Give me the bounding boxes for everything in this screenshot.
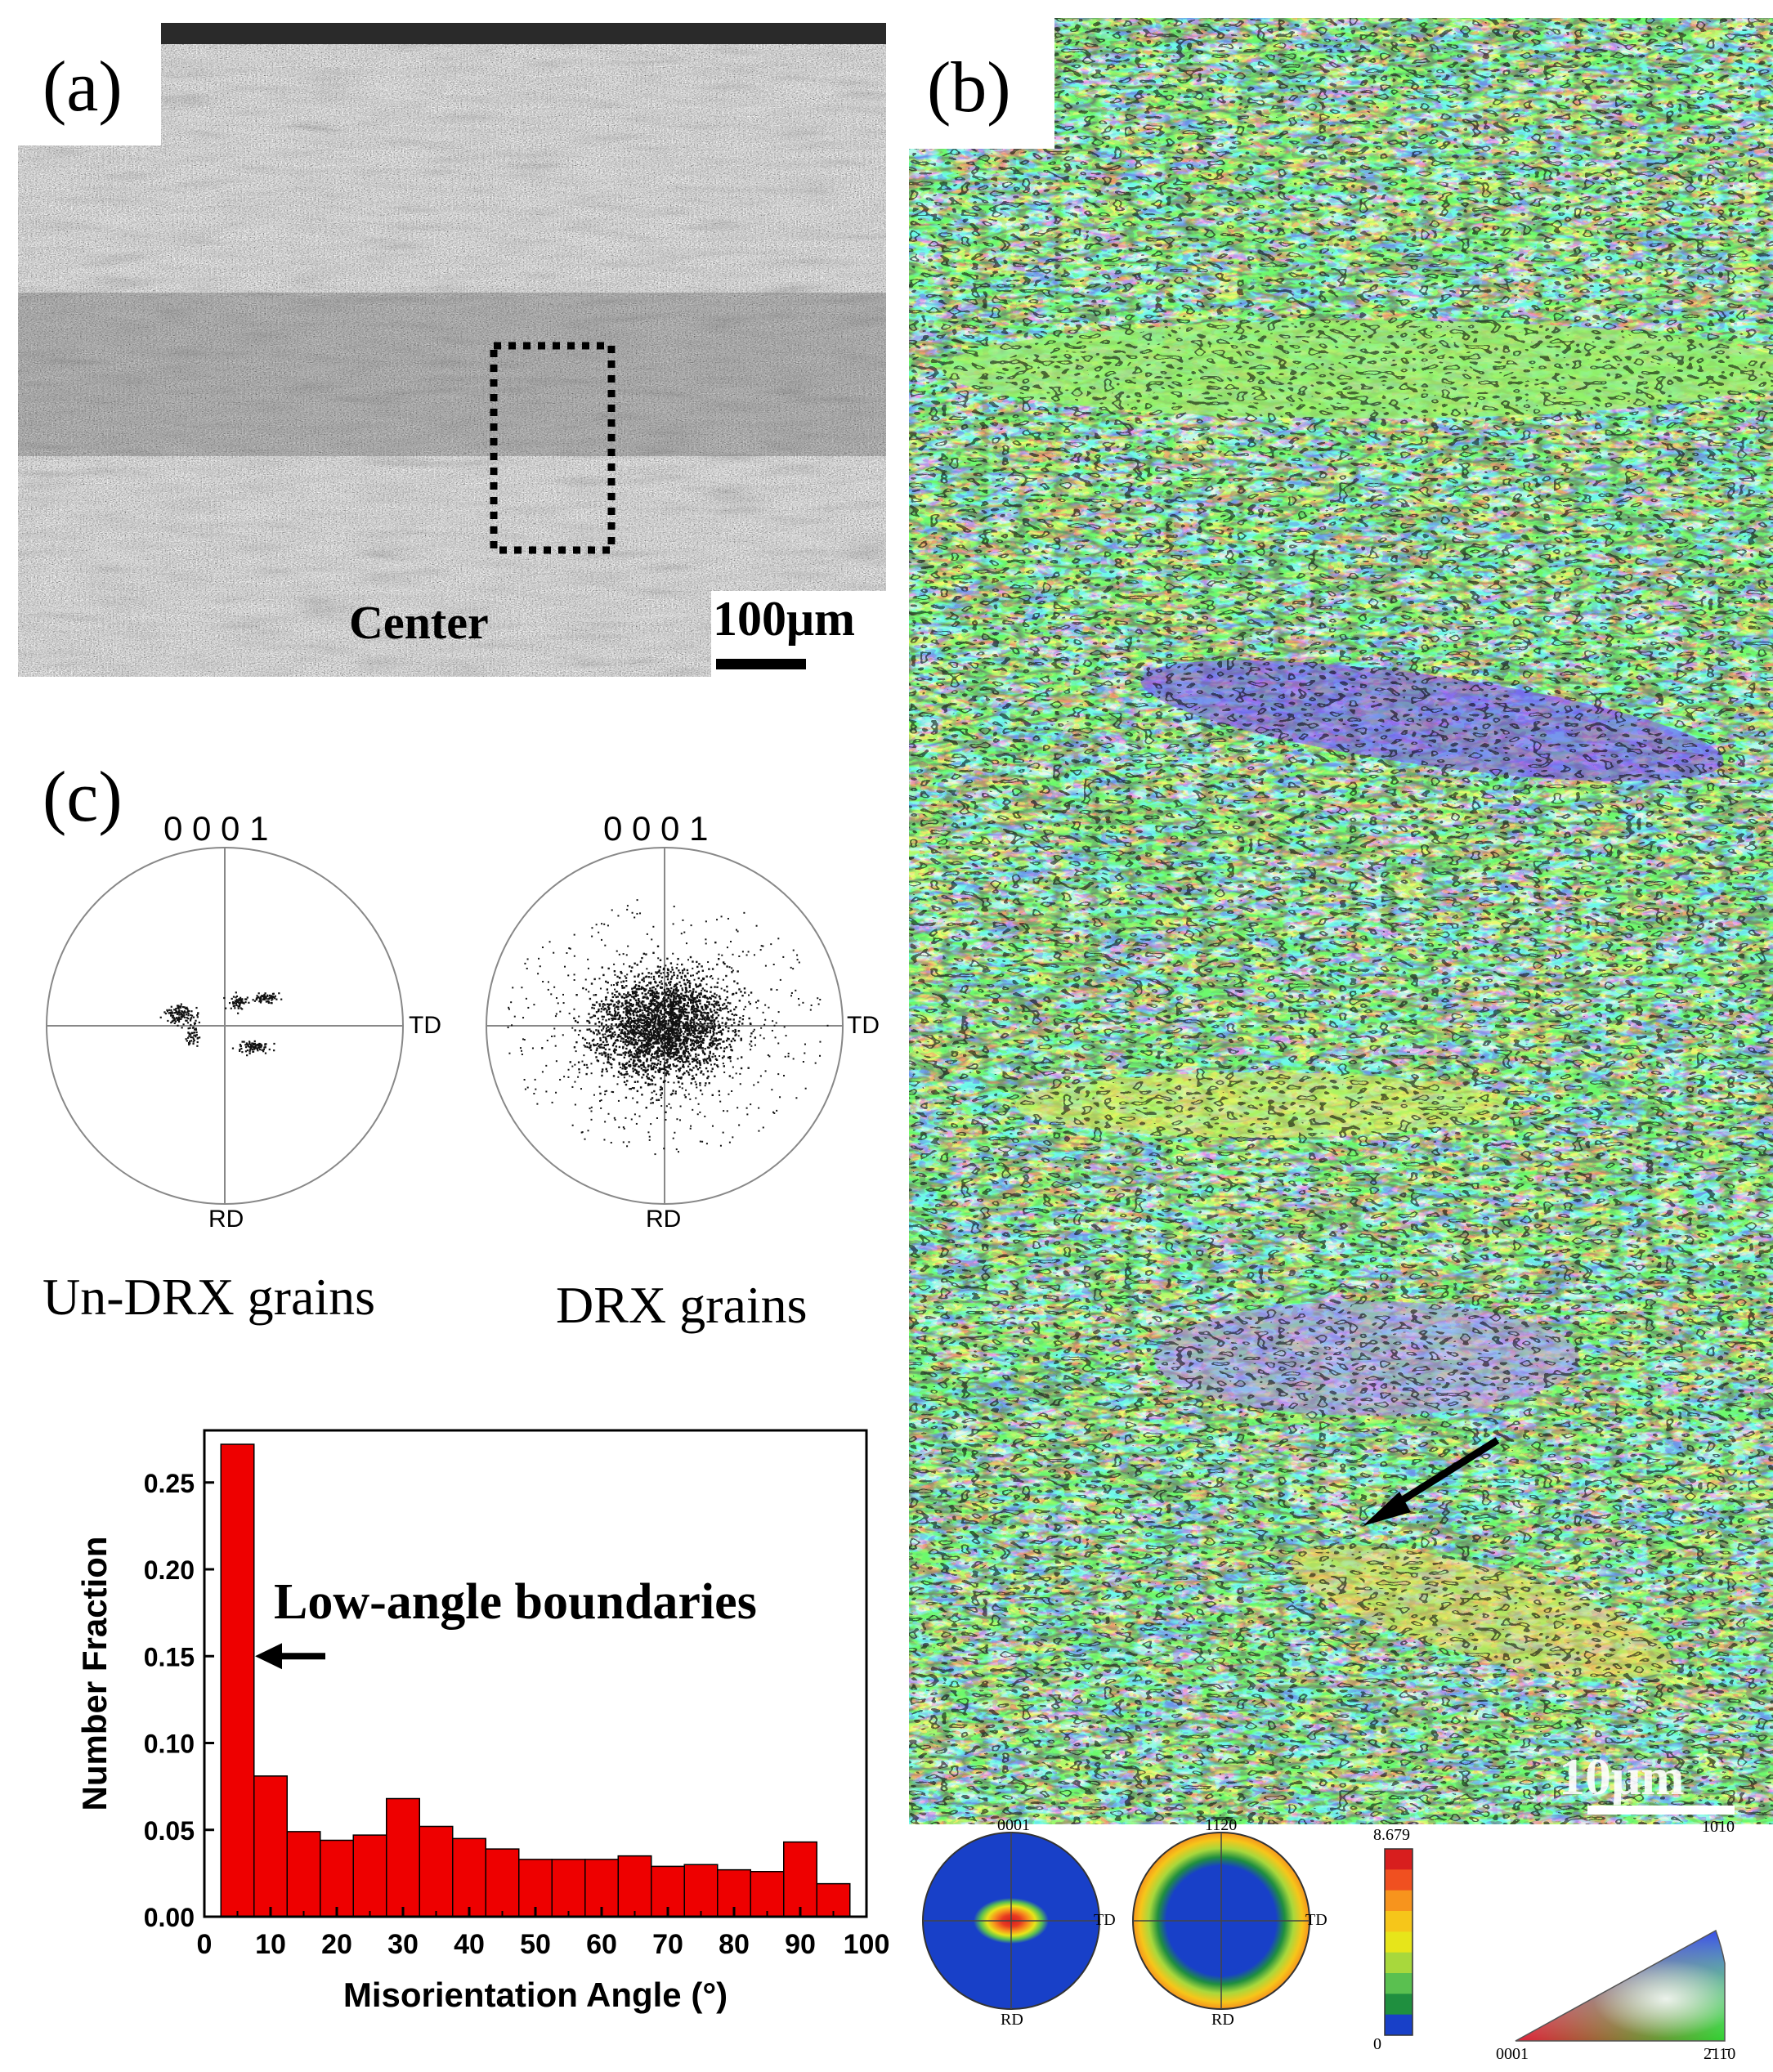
x-tick-label: 20 — [321, 1929, 352, 1960]
histogram-svg: 0 10 20 30 40 50 60 70 80 90 100 0.00 0.05 0.10 0.15 0.… — [75, 1429, 890, 2014]
panel-a: (a) Center 100μm — [18, 23, 886, 677]
region-box — [490, 342, 616, 554]
y-tick-label: 0.00 — [144, 1903, 195, 1932]
histogram-bar — [551, 1859, 586, 1918]
histogram-bar — [485, 1848, 520, 1918]
panel-b: (b) 10μm — [909, 18, 1773, 1824]
pole-figure-undrx — [46, 847, 404, 1205]
scale-bar-label-b: 10μm — [1559, 1748, 1685, 1806]
pf2-right: TD — [847, 1012, 880, 1039]
histogram-bar — [286, 1831, 321, 1918]
panel-c: (c) 0 0 0 1 TD RD Un-DRX grains 0 0 0 1 … — [0, 752, 899, 1340]
y-tick-label: 0.20 — [144, 1555, 195, 1585]
y-axis-label: Number Fraction — [75, 1536, 114, 1810]
pf2-caption: DRX grains — [556, 1276, 808, 1334]
colorbar-min: 0 — [1373, 2035, 1381, 2053]
texture-legend: 0001 TD RD 11̅2̅0 TD RD 8.679 0 10̄10 00… — [909, 1816, 1773, 2068]
colorbar-segment — [1385, 1952, 1413, 1974]
x-tick-label: 0 — [197, 1929, 213, 1960]
pf-basal-top: 0001 — [997, 1816, 1030, 1834]
arrow-head — [1363, 1492, 1411, 1526]
colorbar-segment — [1385, 1973, 1413, 1994]
pole-figure-basal — [922, 1832, 1100, 2010]
texture-pole-figures — [922, 1832, 1726, 2042]
histogram-bar — [617, 1855, 652, 1918]
histogram-bar — [750, 1871, 785, 1918]
pf-prism-right: TD — [1305, 1911, 1328, 1929]
y-tick-label: 0.10 — [144, 1730, 195, 1759]
x-tick-label: 100 — [844, 1929, 890, 1960]
x-tick-label: 40 — [454, 1929, 485, 1960]
pf-prism-bottom: RD — [1211, 2011, 1234, 2029]
ipf-corner-right: 2̄11̄0 — [1704, 2045, 1736, 2063]
y-tick-label: 0.15 — [144, 1642, 195, 1671]
histogram-bar — [352, 1834, 387, 1918]
colorbar-segment — [1385, 1994, 1413, 2016]
colorbar-segment — [1385, 1890, 1413, 1912]
histogram-bar — [783, 1841, 817, 1918]
ipf-color-key — [1515, 1929, 1726, 2042]
pf1-top: 0 0 0 1 — [163, 809, 269, 848]
annotation-arrow-head — [255, 1643, 282, 1670]
x-tick-label: 50 — [520, 1929, 551, 1960]
intensity-colorbar — [1384, 1848, 1413, 2036]
histogram-bar — [683, 1864, 719, 1918]
pf2-top: 0 0 0 1 — [603, 809, 709, 848]
histogram-bar — [320, 1839, 354, 1918]
x-tick-label: 90 — [785, 1929, 816, 1960]
colorbar-segment — [1385, 1869, 1413, 1891]
ipf-corner-top: 10̄10 — [1702, 1818, 1735, 1836]
pf-basal-right: TD — [1094, 1911, 1116, 1929]
colorbar-segment — [1385, 2014, 1413, 2036]
x-tick-label: 70 — [652, 1929, 683, 1960]
y-tick-label: 0.05 — [144, 1816, 195, 1846]
histogram-bar — [386, 1797, 420, 1918]
pf2-bottom: RD — [646, 1206, 682, 1233]
histogram-bar — [253, 1775, 288, 1918]
pf-prism-top: 11̅2̅0 — [1205, 1816, 1238, 1834]
pf-basal-bottom: RD — [1001, 2011, 1023, 2029]
pf1-right: TD — [409, 1012, 441, 1039]
histogram-bar — [452, 1837, 486, 1918]
scale-bar-b — [1587, 1806, 1735, 1815]
x-tick-label: 80 — [719, 1929, 750, 1960]
panel-label-a: (a) — [43, 47, 123, 127]
pole-figures-c — [46, 847, 844, 1205]
arrow-line — [1385, 1437, 1500, 1513]
pole-figure-drx — [486, 847, 844, 1205]
pf1-bottom: RD — [208, 1206, 244, 1233]
scale-bar-label-a: 100μm — [713, 592, 855, 646]
panel-label-b: (b) — [927, 48, 1011, 128]
ebsd-orientation-map — [909, 18, 1773, 1824]
colorbar-segment — [1385, 1849, 1413, 1870]
optical-micrograph — [18, 23, 886, 677]
annotation-low-angle: Low-angle boundaries — [274, 1574, 757, 1630]
colorbar-segment — [1385, 1911, 1413, 1932]
colorbar-segment — [1385, 1931, 1413, 1953]
scale-bar-a — [716, 659, 806, 669]
ipf-corner-left: 0001 — [1496, 2045, 1529, 2063]
center-label: Center — [349, 596, 489, 649]
y-tick-label: 0.25 — [144, 1469, 195, 1498]
pf1-caption: Un-DRX grains — [43, 1268, 376, 1326]
x-tick-label: 10 — [255, 1929, 286, 1960]
colorbar-max: 8.679 — [1373, 1826, 1410, 1844]
histogram-bar — [419, 1825, 454, 1918]
x-axis-label: Misorientation Angle (°) — [343, 1976, 728, 2014]
misorientation-histogram: 0 10 20 30 40 50 60 70 80 90 100 0.00 0.05 0.10 0.15 0.… — [0, 1406, 899, 2068]
pole-figure-prism — [1132, 1832, 1310, 2010]
histogram-bar — [220, 1443, 255, 1918]
x-tick-label: 60 — [586, 1929, 617, 1960]
x-tick-label: 30 — [387, 1929, 419, 1960]
panel-label-c: (c) — [43, 758, 123, 837]
